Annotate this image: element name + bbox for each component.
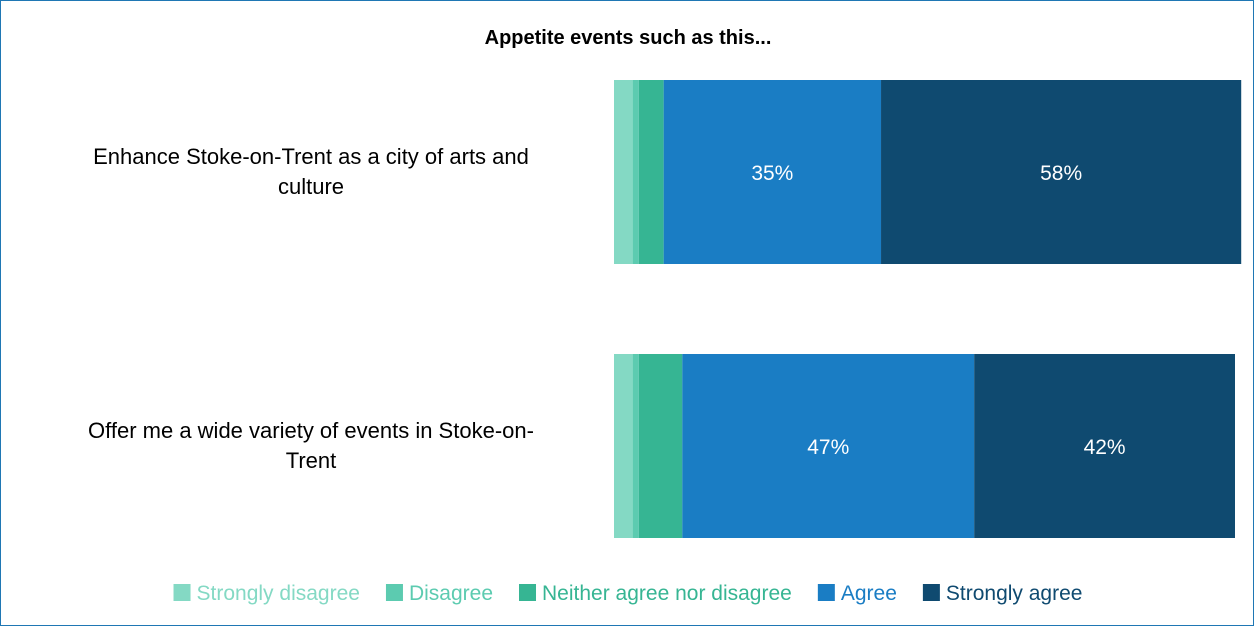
category-label: Offer me a wide variety of events in Sto…: [88, 418, 534, 443]
bar-segment: [632, 80, 639, 264]
legend-item: Agree: [817, 582, 897, 605]
category-label: culture: [278, 174, 344, 199]
data-label: 47%: [807, 436, 849, 459]
bar-segment: [632, 354, 639, 538]
chart-title: Appetite events such as this...: [485, 27, 772, 49]
data-label: 42%: [1084, 436, 1126, 459]
bar-segment: [614, 80, 633, 264]
legend-swatch: [922, 584, 940, 601]
category-label: Trent: [286, 448, 337, 473]
legend-label: Strongly agree: [946, 582, 1083, 605]
category-label: Enhance Stoke-on-Trent as a city of arts…: [93, 144, 529, 169]
legend: Strongly disagree Disagree Neither agree n…: [173, 582, 1083, 605]
legend-item: Strongly agree: [922, 582, 1083, 605]
legend-item: Strongly disagree: [173, 582, 360, 605]
bar-segment: [974, 354, 1235, 538]
bar-segment: [881, 80, 1242, 264]
bars: 35% 58% 47% 42%: [614, 80, 1242, 538]
legend-label: Strongly disagree: [197, 582, 360, 605]
bar-segment: [638, 80, 664, 264]
legend-swatch: [519, 584, 537, 601]
legend-item: Neither agree nor disagree: [519, 582, 792, 605]
legend-swatch: [173, 584, 191, 601]
legend-item: Disagree: [385, 582, 493, 605]
bar-segment: [614, 354, 633, 538]
bar-segment: [638, 354, 683, 538]
legend-label: Disagree: [409, 582, 493, 605]
legend-swatch: [817, 584, 835, 601]
bar-segment: [682, 354, 975, 538]
legend-label: Agree: [841, 582, 897, 605]
legend-swatch: [385, 584, 403, 601]
category-labels: Enhance Stoke-on-Trent as a city of arts…: [88, 144, 534, 473]
legend-label: Neither agree nor disagree: [542, 582, 792, 605]
data-label: 35%: [751, 162, 793, 185]
data-label: 58%: [1040, 162, 1082, 185]
bar-segment: [663, 80, 882, 264]
